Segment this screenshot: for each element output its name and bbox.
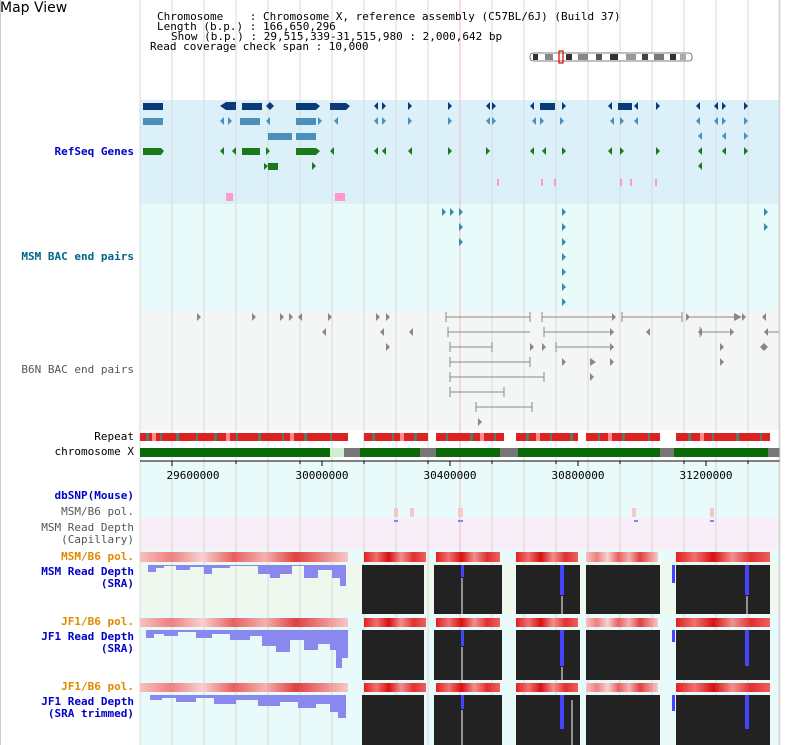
track-label-msm-b6-pol-1[interactable]: MSM/B6 pol. [61,505,134,518]
chromosome-ideogram [529,50,693,64]
track-label-jf1-read-depth-sra[interactable]: JF1 Read Depth [41,630,134,643]
track-label-chromosome-x[interactable]: chromosome X [54,445,134,458]
axis-tick-label: 29600000 [166,469,220,482]
map-view-title: Map View [0,0,68,16]
refseq-genes [143,102,748,201]
track-label-msm-read-depth-sra[interactable]: MSM Read Depth [41,565,134,578]
repeat-track [140,433,770,441]
track-label-msm-bac-end-pairs[interactable]: MSM BAC end pairs [21,250,134,263]
axis-tick-label: 31200000 [679,469,733,482]
axis-tick-label: 30000000 [295,469,349,482]
info-show: Show (b.p.) : 29,515,339-31,515,980 : 2,… [171,30,503,43]
track-label-jf1-read-depth-sra-sub: (SRA) [100,642,134,655]
track-label-msm-read-depth-capillary-sub: (Capillary) [61,533,134,546]
track-label-jf1-b6-pol-1[interactable]: JF1/B6 pol. [61,615,134,628]
track-label-dbsnp[interactable]: dbSNP(Mouse) [54,489,134,502]
info-chromosome: Chromosome : Chromosome X, reference ass… [157,10,621,23]
track-label-msm-read-depth-capillary[interactable]: MSM Read Depth [41,521,134,534]
track-label-repeat[interactable]: Repeat [94,430,134,443]
track-label-msm-read-depth-sra-sub: (SRA) [100,577,134,590]
axis-tick-label: 30800000 [551,469,605,482]
msm-b6-pol-strip [140,552,770,562]
label-gutter [0,0,1,745]
axis-tick-label: 30400000 [423,469,477,482]
track-label-jf1-read-depth-sra-trimmed-sub: (SRA trimmed) [47,707,134,720]
jf1-read-depth-sra-trimmed [140,695,770,745]
chromosome-band [140,448,780,457]
msm-read-depth-sra [140,565,770,614]
b6n-bac-pairs [197,312,779,426]
msm-b6-pol-capillary [394,508,714,522]
track-label-jf1-b6-pol-2[interactable]: JF1/B6 pol. [61,680,134,693]
track-label-jf1-read-depth-sra-trimmed[interactable]: JF1 Read Depth [41,695,134,708]
msm-bac-pairs [442,208,768,306]
info-coverage: Read coverage check span : 10,000 [150,40,369,53]
jf1-b6-pol-strip-1 [140,618,770,627]
info-length: Length (b.p.) : 166,650,296 [157,20,336,33]
jf1-b6-pol-strip-2 [140,683,770,692]
position-axis [140,460,780,466]
track-label-msm-b6-pol-2[interactable]: MSM/B6 pol. [61,550,134,563]
track-label-b6n-bac-end-pairs[interactable]: B6N BAC end pairs [21,363,134,376]
track-label-refseq-genes[interactable]: RefSeq Genes [54,145,134,158]
jf1-read-depth-sra [140,630,770,680]
